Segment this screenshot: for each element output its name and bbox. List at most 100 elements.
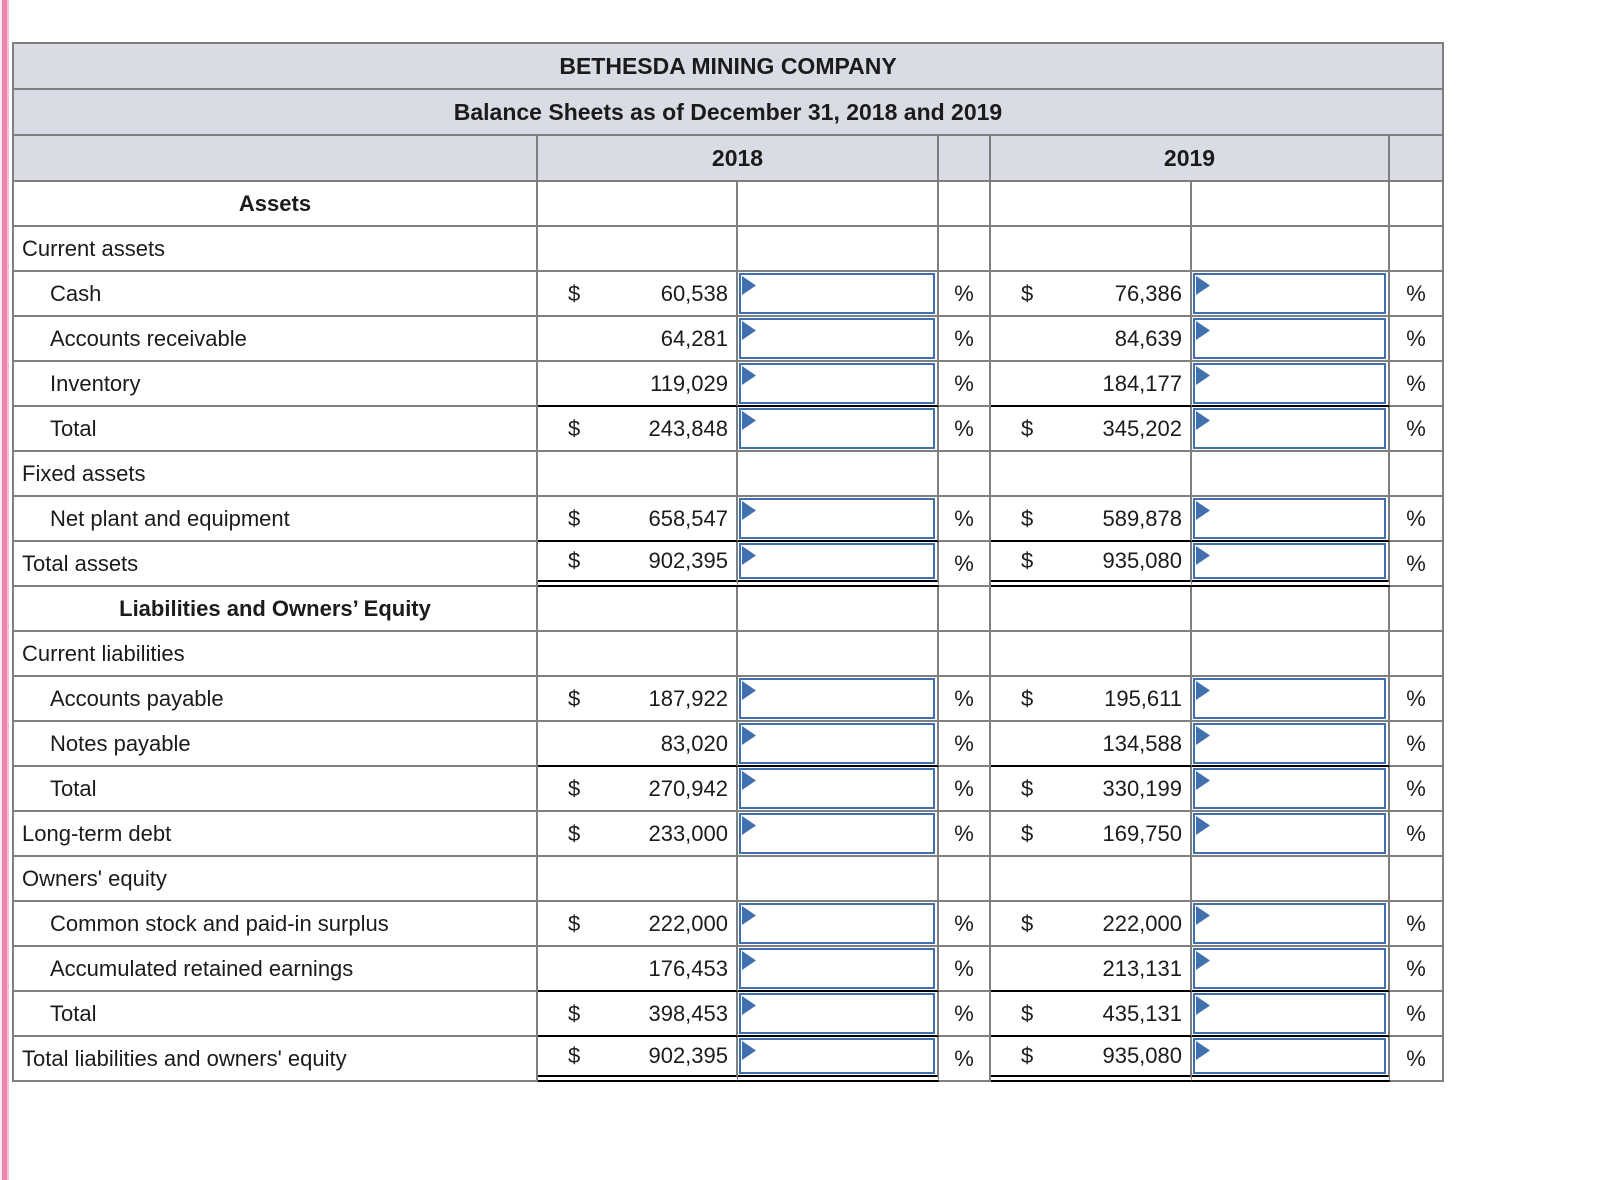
amount: 60,538 bbox=[660, 280, 728, 306]
amount: 233,000 bbox=[648, 820, 728, 846]
percent-sign-2019-accumulated-retained-earnings: % bbox=[1390, 947, 1444, 992]
amount: 435,131 bbox=[1102, 1000, 1182, 1026]
dollar-sign: $ bbox=[1021, 910, 1034, 936]
percent-input-2019-net-plant-and-equipment-row7[interactable] bbox=[1193, 498, 1386, 539]
percent-sign-2018-total-assets: % bbox=[939, 542, 991, 587]
amount: 658,547 bbox=[648, 505, 728, 531]
input-cell-2019-current-assets bbox=[1192, 227, 1390, 272]
amount: 902,395 bbox=[648, 1043, 728, 1068]
row-label-cash: Cash bbox=[14, 272, 538, 317]
value-2018-assets bbox=[538, 182, 738, 227]
input-cell-2018-total-assets bbox=[738, 542, 939, 587]
input-cell-2019-inventory bbox=[1192, 362, 1390, 407]
percent-input-2019-accounts-receivable-row3[interactable] bbox=[1193, 318, 1386, 359]
input-cell-2019-fixed-assets bbox=[1192, 452, 1390, 497]
percent-input-2018-total-row5[interactable] bbox=[739, 408, 935, 449]
input-cell-2019-total bbox=[1192, 407, 1390, 452]
row-label-notes-payable: Notes payable bbox=[14, 722, 538, 767]
input-cell-2019-current-liabilities bbox=[1192, 632, 1390, 677]
dollar-sign: $ bbox=[568, 820, 581, 846]
amount: 398,453 bbox=[648, 1000, 728, 1026]
dollar-sign: $ bbox=[1021, 685, 1034, 711]
value-2018-accounts-receivable: 64,281 bbox=[538, 317, 738, 362]
amount: 330,199 bbox=[1102, 775, 1182, 801]
percent-sign-2019-net-plant-and-equipment: % bbox=[1390, 497, 1444, 542]
percent-input-2018-total-assets-row8[interactable] bbox=[739, 543, 935, 579]
input-cell-2019-total bbox=[1192, 767, 1390, 812]
amount: 270,942 bbox=[648, 775, 728, 801]
amount: 83,020 bbox=[660, 730, 728, 756]
amount: 213,131 bbox=[1102, 955, 1182, 981]
value-2018-current-liabilities bbox=[538, 632, 738, 677]
percent-input-2019-total-row18[interactable] bbox=[1193, 993, 1386, 1034]
percent-input-2018-long-term-debt-row14[interactable] bbox=[739, 813, 935, 854]
percent-sign-2019-long-term-debt: % bbox=[1390, 812, 1444, 857]
percent-input-2018-total-row18[interactable] bbox=[739, 993, 935, 1034]
amount: 589,878 bbox=[1102, 505, 1182, 531]
input-cell-2019-long-term-debt bbox=[1192, 812, 1390, 857]
dollar-sign: $ bbox=[1021, 1043, 1034, 1068]
percent-input-2018-accounts-receivable-row3[interactable] bbox=[739, 318, 935, 359]
percent-input-2019-total-row5[interactable] bbox=[1193, 408, 1386, 449]
dollar-sign: $ bbox=[568, 280, 581, 306]
year-header-2019: 2019 bbox=[991, 136, 1390, 182]
percent-input-2018-common-stock-and-paid-in-surplus-row16[interactable] bbox=[739, 903, 935, 944]
dollar-sign: $ bbox=[1021, 1000, 1034, 1026]
percent-input-2019-total-assets-row8[interactable] bbox=[1193, 543, 1386, 579]
amount: 184,177 bbox=[1102, 370, 1182, 396]
percent-input-2018-cash-row2[interactable] bbox=[739, 273, 935, 314]
value-2019-total: $345,202 bbox=[991, 407, 1192, 452]
percent-input-2019-accounts-payable-row11[interactable] bbox=[1193, 678, 1386, 719]
percent-sign-2019-cash: % bbox=[1390, 272, 1444, 317]
percent-input-2018-total-row13[interactable] bbox=[739, 768, 935, 809]
percent-sign-2019-total: % bbox=[1390, 407, 1444, 452]
percent-input-2018-accounts-payable-row11[interactable] bbox=[739, 678, 935, 719]
percent-input-2018-accumulated-retained-earnings-row17[interactable] bbox=[739, 948, 935, 989]
value-2018-long-term-debt: $233,000 bbox=[538, 812, 738, 857]
percent-input-2019-common-stock-and-paid-in-surplus-row16[interactable] bbox=[1193, 903, 1386, 944]
value-2018-notes-payable: 83,020 bbox=[538, 722, 738, 767]
percent-input-2019-inventory-row4[interactable] bbox=[1193, 363, 1386, 404]
percent-sign-2018-total: % bbox=[939, 767, 991, 812]
percent-input-2018-net-plant-and-equipment-row7[interactable] bbox=[739, 498, 935, 539]
percent-input-2019-long-term-debt-row14[interactable] bbox=[1193, 813, 1386, 854]
input-cell-2018-fixed-assets bbox=[738, 452, 939, 497]
percent-sign-2018-fixed-assets bbox=[939, 452, 991, 497]
percent-input-2018-total-liabilities-and-owners-equity-row19[interactable] bbox=[739, 1038, 935, 1074]
dollar-sign: $ bbox=[568, 548, 581, 573]
dollar-sign: $ bbox=[1021, 280, 1034, 306]
percent-sign-2019-total: % bbox=[1390, 992, 1444, 1037]
percent-sign-2018-current-liabilities bbox=[939, 632, 991, 677]
value-2018-net-plant-and-equipment: $658,547 bbox=[538, 497, 738, 542]
balance-sheet-table: BETHESDA MINING COMPANY Balance Sheets a… bbox=[12, 42, 1444, 1082]
row-label-owners-equity: Owners' equity bbox=[14, 857, 538, 902]
input-cell-2019-owners-equity bbox=[1192, 857, 1390, 902]
percent-input-2019-total-liabilities-and-owners-equity-row19[interactable] bbox=[1193, 1038, 1386, 1074]
input-cell-2018-long-term-debt bbox=[738, 812, 939, 857]
row-label-accounts-receivable: Accounts receivable bbox=[14, 317, 538, 362]
percent-sign-2019-accounts-payable: % bbox=[1390, 677, 1444, 722]
dollar-sign: $ bbox=[568, 685, 581, 711]
amount: 935,080 bbox=[1102, 1043, 1182, 1068]
dollar-sign: $ bbox=[568, 775, 581, 801]
percent-sign-2018-total: % bbox=[939, 407, 991, 452]
percent-input-2019-notes-payable-row12[interactable] bbox=[1193, 723, 1386, 764]
year-header-spacer-right bbox=[1390, 136, 1444, 182]
percent-sign-2018-assets bbox=[939, 182, 991, 227]
percent-sign-2018-accounts-payable: % bbox=[939, 677, 991, 722]
percent-sign-2019-total: % bbox=[1390, 767, 1444, 812]
percent-input-2019-total-row13[interactable] bbox=[1193, 768, 1386, 809]
percent-input-2018-notes-payable-row12[interactable] bbox=[739, 723, 935, 764]
percent-input-2019-cash-row2[interactable] bbox=[1193, 273, 1386, 314]
input-cell-2018-accounts-payable bbox=[738, 677, 939, 722]
value-2019-fixed-assets bbox=[991, 452, 1192, 497]
value-2018-total-liabilities-and-owners-equity: $902,395 bbox=[538, 1037, 738, 1082]
dollar-sign: $ bbox=[1021, 548, 1034, 573]
percent-input-2019-accumulated-retained-earnings-row17[interactable] bbox=[1193, 948, 1386, 989]
percent-input-2018-inventory-row4[interactable] bbox=[739, 363, 935, 404]
value-2019-accounts-payable: $195,611 bbox=[991, 677, 1192, 722]
value-2018-cash: $60,538 bbox=[538, 272, 738, 317]
value-2019-owners-equity bbox=[991, 857, 1192, 902]
value-2019-total-assets: $935,080 bbox=[991, 542, 1192, 587]
value-2019-common-stock-and-paid-in-surplus: $222,000 bbox=[991, 902, 1192, 947]
